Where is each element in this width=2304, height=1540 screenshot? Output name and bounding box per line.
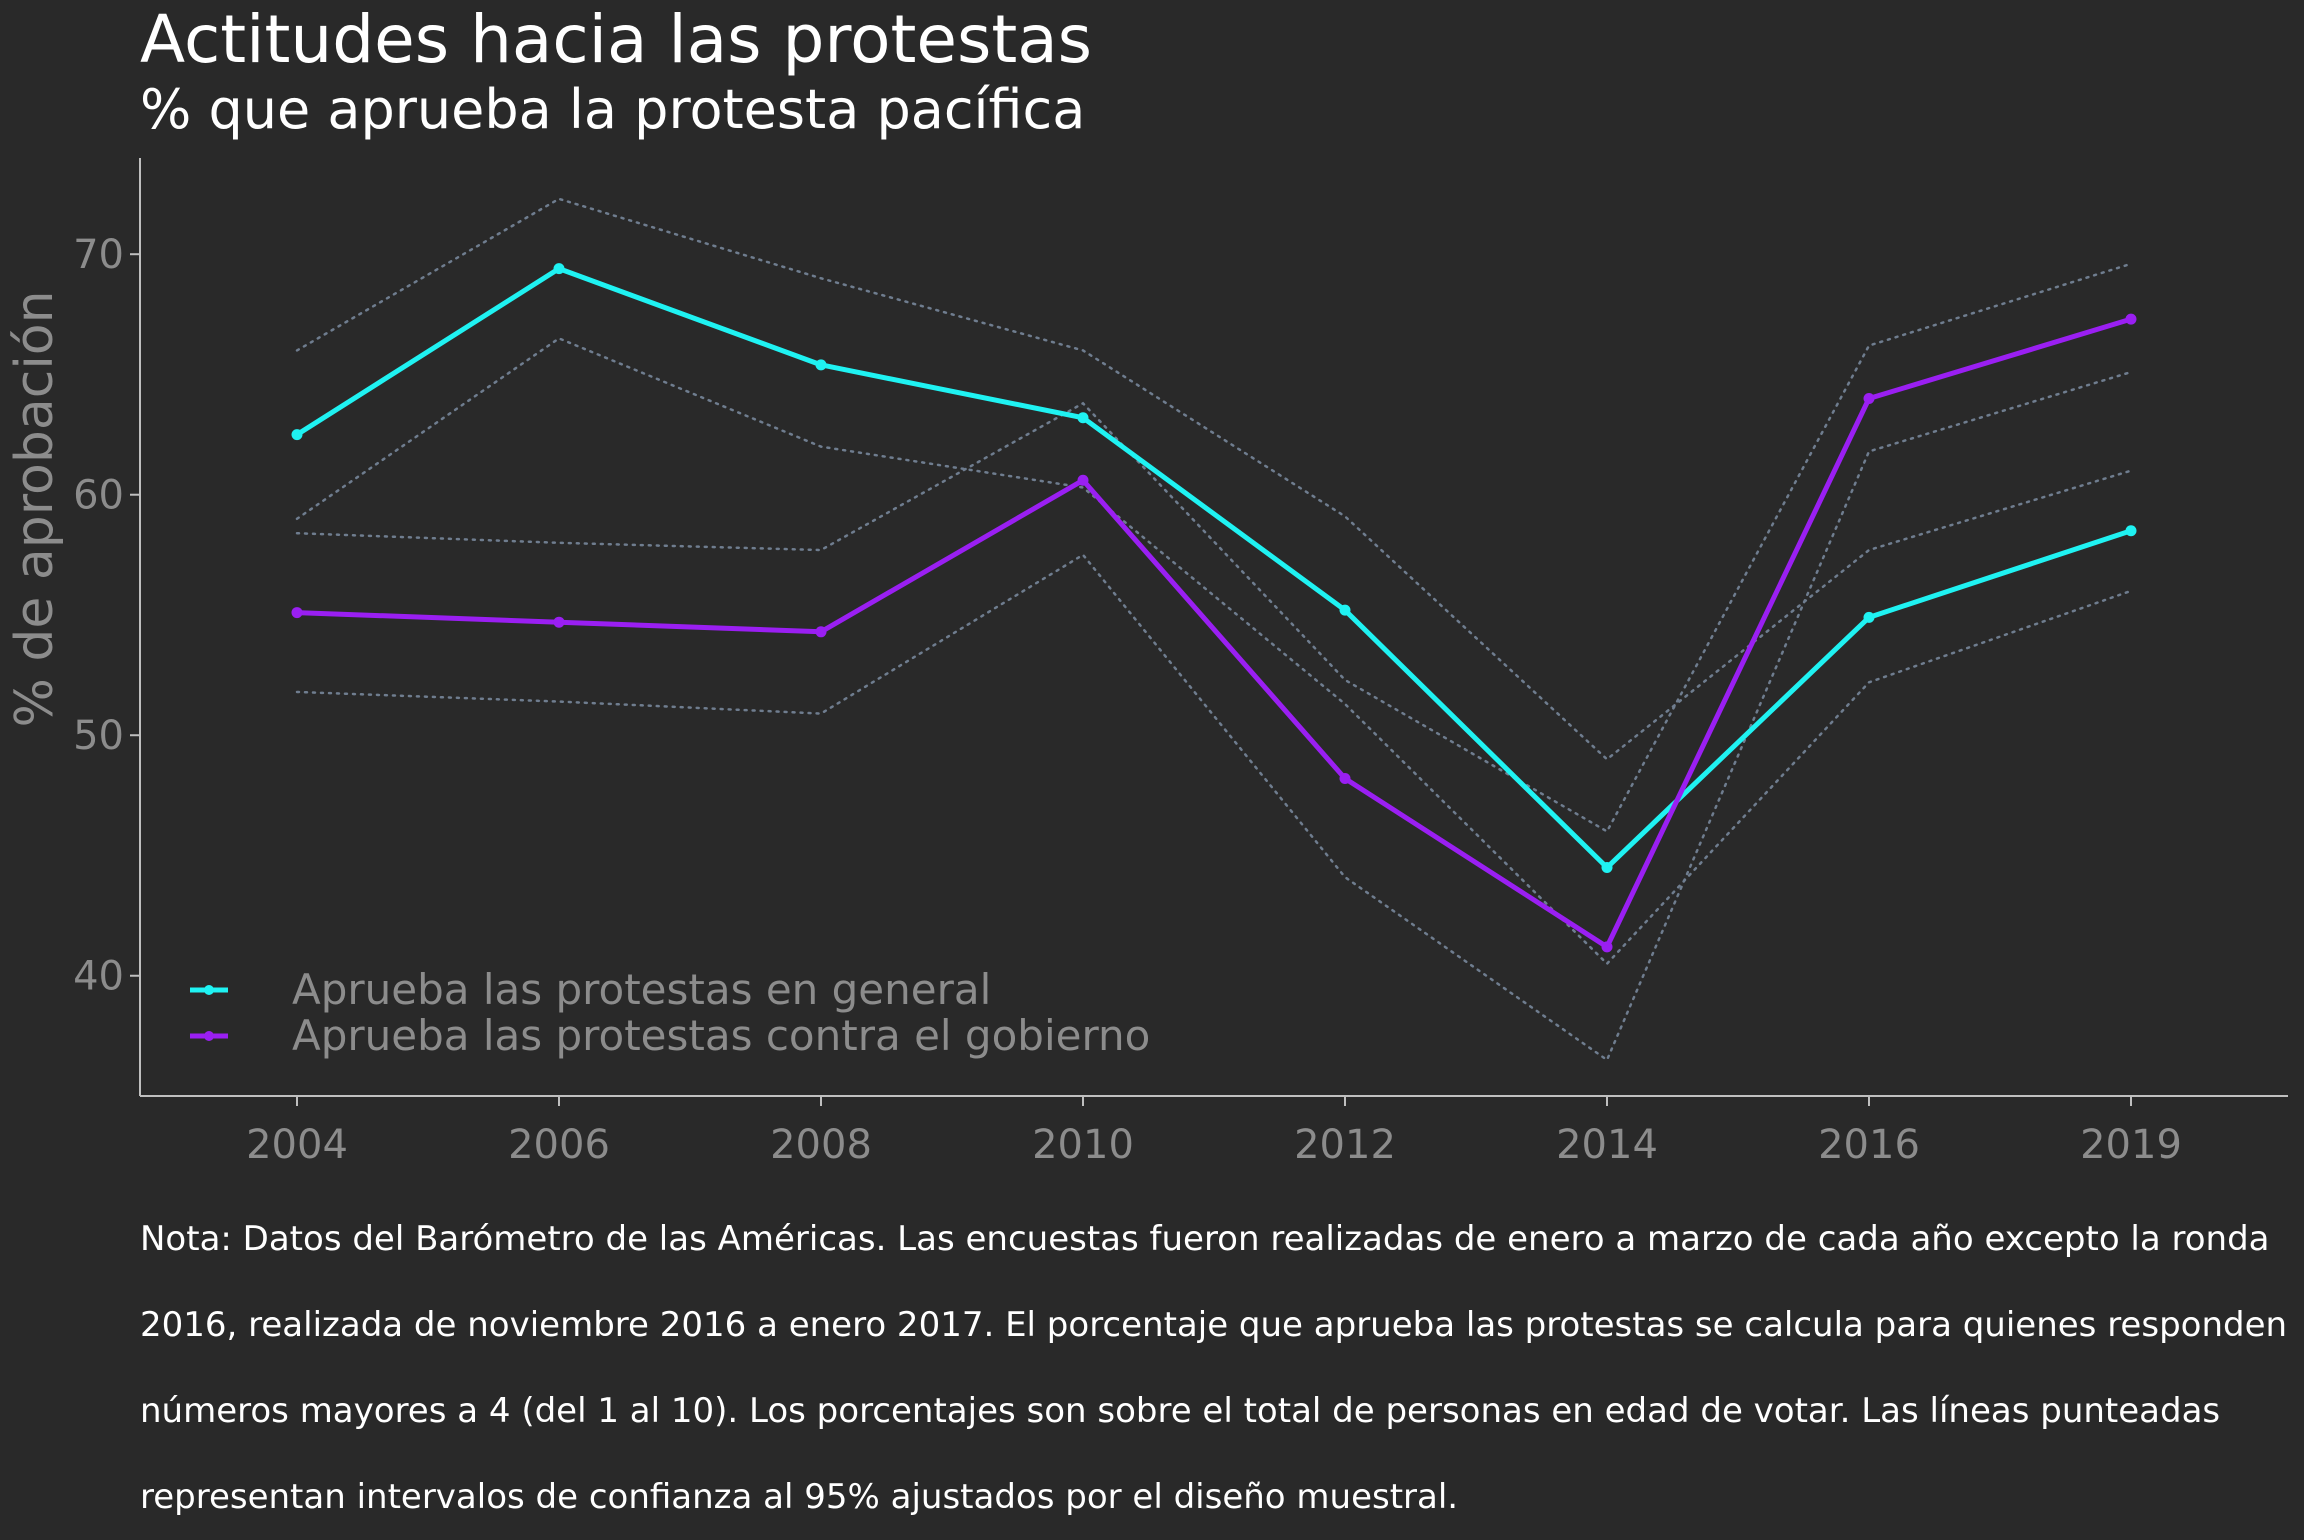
x-tick-label-2012: 2012 — [1294, 1122, 1396, 1168]
data-point-gobierno-2014 — [1601, 941, 1613, 953]
footnote: Nota: Datos del Barómetro de las América… — [140, 1219, 2288, 1517]
data-point-general-2012 — [1339, 604, 1351, 616]
data-point-gobierno-2006 — [553, 616, 565, 628]
y-axis-label: % de aprobación — [5, 290, 65, 727]
data-point-gobierno-2004 — [291, 607, 303, 619]
confidence-interval-lines — [295, 197, 2133, 1062]
y-tick-label-40: 40 — [73, 954, 124, 1000]
data-point-gobierno-2012 — [1339, 773, 1351, 785]
x-tick-label-2019: 2019 — [2080, 1122, 2182, 1168]
legend-key-point-gobierno — [204, 1031, 214, 1041]
data-point-general-2004 — [291, 429, 303, 441]
x-tick-label-2016: 2016 — [1818, 1122, 1920, 1168]
data-point-general-2019 — [2125, 525, 2137, 537]
y-tick-label-50: 50 — [73, 713, 124, 759]
series-lines — [291, 263, 2137, 953]
data-point-gobierno-2008 — [815, 626, 827, 638]
line-chart: 40 50 60 70 2004 2006 2008 2010 2012 2014 2016 2019… — [5, 158, 2288, 1168]
y-tick-label-70: 70 — [73, 232, 124, 278]
x-tick-label-2006: 2006 — [508, 1122, 610, 1168]
legend-label-gobierno: Aprueba las protestas contra el gobierno — [292, 1011, 1150, 1060]
ci-line-general-upper — [295, 197, 2133, 761]
data-point-gobierno-2016 — [1863, 393, 1875, 405]
series-line-gobierno — [294, 316, 2134, 950]
series-line-general — [294, 266, 2134, 871]
ci-line-gobierno-lower — [295, 370, 2133, 1062]
ci-line-gobierno-upper — [295, 262, 2133, 834]
data-point-general-2016 — [1863, 611, 1875, 623]
data-point-general-2008 — [815, 359, 827, 371]
chart-subtitle: % que aprueba la protesta pacífica — [140, 78, 1086, 141]
x-tick-label-2008: 2008 — [770, 1122, 872, 1168]
data-point-gobierno-2019 — [2125, 313, 2137, 325]
chart-title: Actitudes hacia las protestas — [140, 1, 1093, 78]
legend: Aprueba las protestas en generalAprueba … — [190, 965, 1150, 1060]
data-point-gobierno-2010 — [1077, 474, 1089, 486]
legend-label-general: Aprueba las protestas en general — [292, 965, 991, 1014]
ci-line-general-lower — [295, 336, 2133, 966]
legend-key-point-general — [204, 985, 214, 995]
data-point-general-2006 — [553, 263, 565, 275]
data-point-general-2014 — [1601, 862, 1613, 874]
axes: 40 50 60 70 2004 2006 2008 2010 2012 2014 2016 2019… — [5, 158, 2288, 1168]
x-tick-label-2004: 2004 — [246, 1122, 348, 1168]
x-tick-label-2014: 2014 — [1556, 1122, 1658, 1168]
data-point-general-2010 — [1077, 412, 1089, 424]
y-tick-label-60: 60 — [73, 473, 124, 519]
x-tick-label-2010: 2010 — [1032, 1122, 1134, 1168]
